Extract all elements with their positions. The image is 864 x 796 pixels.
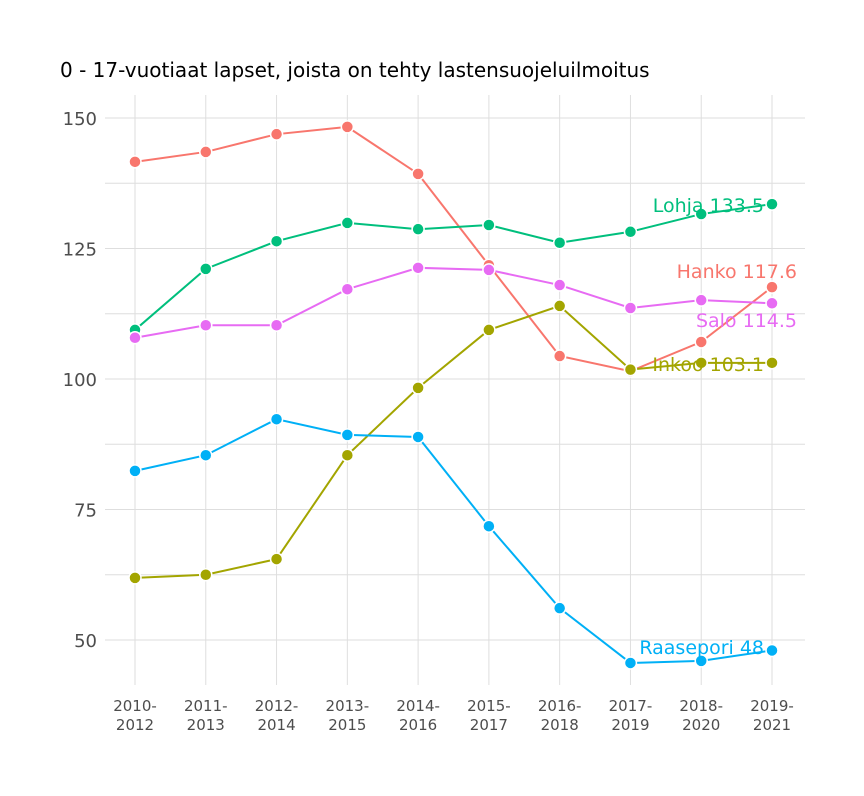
data-point-hanko [552, 349, 567, 363]
data-point-inkoo [269, 552, 284, 566]
data-point-hanko [340, 120, 355, 134]
data-point-inkoo [765, 356, 779, 370]
y-tick-label: 100 [63, 370, 97, 391]
data-point-lohja [552, 236, 567, 250]
data-point-raasepori [552, 601, 567, 615]
data-point-lohja [340, 216, 355, 230]
data-point-lohja [269, 234, 284, 248]
data-point-salo [269, 318, 284, 332]
data-point-lohja [694, 207, 708, 221]
x-tick-label: 2013-2015 [326, 697, 370, 734]
data-point-hanko [269, 127, 284, 141]
end-label-raasepori: Raasepori 48 [639, 637, 764, 659]
data-point-salo [128, 331, 142, 345]
data-point-inkoo [199, 568, 213, 582]
x-tick-label: 2017-2019 [609, 697, 653, 734]
data-point-raasepori [694, 654, 708, 668]
series-line-hanko [134, 125, 773, 373]
data-point-hanko [765, 280, 779, 294]
data-point-raasepori [411, 430, 425, 444]
data-point-lohja [623, 225, 638, 239]
end-label-hanko: Hanko 117.6 [677, 261, 797, 283]
data-point-lohja [765, 197, 779, 211]
x-tick-label: 2016-2018 [538, 697, 582, 734]
data-point-lohja [411, 222, 425, 236]
data-point-salo [765, 296, 779, 311]
data-point-raasepori [269, 412, 284, 426]
data-point-inkoo [340, 448, 355, 462]
data-point-hanko [694, 335, 708, 349]
y-tick-label: 50 [74, 631, 97, 652]
data-point-lohja [199, 262, 213, 276]
end-label-lohja: Lohja 133.5 [653, 195, 764, 217]
data-point-inkoo [411, 381, 425, 395]
end-label-salo: Salo 114.5 [696, 310, 797, 332]
y-tick-label: 150 [63, 109, 97, 130]
series-line-inkoo [134, 304, 772, 579]
data-point-raasepori [340, 428, 355, 442]
data-point-hanko [199, 145, 213, 159]
end-label-inkoo: Inkoo 103.1 [652, 354, 764, 376]
data-point-inkoo [552, 299, 567, 313]
data-point-inkoo [623, 362, 638, 377]
data-point-hanko [411, 167, 425, 181]
data-point-inkoo [482, 323, 496, 337]
series-line-salo [134, 266, 773, 339]
data-point-inkoo [128, 571, 142, 585]
x-tick-label: 2014-2016 [396, 697, 440, 734]
y-tick-label: 125 [63, 240, 97, 261]
data-point-raasepori [765, 643, 779, 658]
data-point-salo [340, 282, 355, 296]
data-point-raasepori [128, 464, 142, 478]
series-line-lohja [134, 203, 773, 331]
data-point-raasepori [199, 448, 213, 462]
data-point-lohja [482, 218, 496, 232]
data-point-salo [623, 301, 638, 315]
data-point-hanko [128, 155, 142, 169]
data-point-inkoo [694, 356, 708, 370]
data-point-salo [552, 278, 567, 292]
x-tick-label: 2012-2014 [255, 697, 299, 734]
data-point-salo [199, 318, 213, 332]
x-tick-label: 2010-2012 [113, 697, 157, 734]
chart-title: 0 - 17-vuotiaat lapset, joista on tehty … [60, 58, 650, 82]
data-point-salo [482, 263, 496, 277]
data-point-salo [694, 293, 708, 307]
data-point-raasepori [623, 656, 638, 670]
series-line-raasepori [134, 418, 773, 664]
x-tick-label: 2018-2020 [679, 697, 723, 734]
x-tick-label: 2015-2017 [467, 697, 511, 734]
data-point-salo [411, 261, 425, 275]
x-tick-label: 2011-2013 [184, 697, 228, 734]
data-point-raasepori [482, 519, 496, 533]
y-tick-label: 75 [74, 501, 97, 522]
x-tick-label: 2019-2021 [750, 697, 794, 734]
